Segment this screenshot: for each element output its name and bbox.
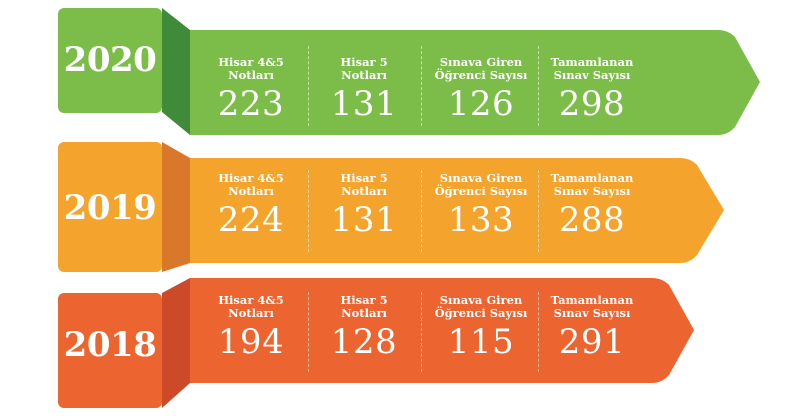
divider (421, 46, 422, 126)
row-2020: 2020 Hisar 4&5 Notları 223 Hisar 5 Notla… (0, 0, 800, 135)
year-label: 2018 (63, 325, 157, 365)
stat-label: Hisar 4&5 Notları (218, 55, 284, 82)
stat-value: 126 (447, 84, 515, 124)
stat-value: 115 (447, 322, 515, 362)
divider (538, 46, 539, 126)
divider (538, 170, 539, 252)
divider (421, 292, 422, 372)
stat-label: Sınava Giren Öğrenci Sayısı (434, 171, 528, 198)
stat-label: Hisar 5 Notları (340, 55, 388, 82)
stat-tamamlanan: Tamamlanan Sınav Sayısı 298 (536, 55, 648, 124)
stat-giren: Sınava Giren Öğrenci Sayısı 133 (425, 171, 537, 240)
stat-label: Tamamlanan Sınav Sayısı (550, 171, 634, 198)
stat-label: Hisar 4&5 Notları (218, 171, 284, 198)
divider (538, 292, 539, 372)
stat-tamamlanan: Tamamlanan Sınav Sayısı 291 (536, 293, 648, 362)
year-label: 2020 (63, 40, 157, 80)
stat-giren: Sınava Giren Öğrenci Sayısı 126 (425, 55, 537, 124)
stat-value: 223 (217, 84, 285, 124)
stat-label: Hisar 5 Notları (340, 171, 388, 198)
divider (308, 46, 309, 126)
stat-hisar5: Hisar 5 Notları 131 (308, 55, 420, 124)
stat-giren: Sınava Giren Öğrenci Sayısı 115 (425, 293, 537, 362)
stat-label: Sınava Giren Öğrenci Sayısı (434, 55, 528, 82)
stat-value: 131 (330, 200, 398, 240)
arrow-banner-green (58, 8, 760, 135)
stat-hisar5: Hisar 5 Notları 131 (308, 171, 420, 240)
stat-hisar45: Hisar 4&5 Notları 194 (195, 293, 307, 362)
stat-label: Sınava Giren Öğrenci Sayısı (434, 293, 528, 320)
stat-hisar45: Hisar 4&5 Notları 223 (195, 55, 307, 124)
stat-hisar45: Hisar 4&5 Notları 224 (195, 171, 307, 240)
stat-value: 131 (330, 84, 398, 124)
year-label: 2019 (63, 188, 157, 228)
stat-hisar5: Hisar 5 Notları 128 (308, 293, 420, 362)
stat-tamamlanan: Tamamlanan Sınav Sayısı 288 (536, 171, 648, 240)
divider (308, 170, 309, 252)
stat-value: 133 (447, 200, 515, 240)
stat-label: Hisar 4&5 Notları (218, 293, 284, 320)
stat-value: 224 (217, 200, 285, 240)
stat-label: Hisar 5 Notları (340, 293, 388, 320)
stat-value: 288 (558, 200, 626, 240)
divider (308, 292, 309, 372)
arrow-banner-orange (58, 142, 724, 272)
stat-label: Tamamlanan Sınav Sayısı (550, 55, 634, 82)
stat-value: 291 (558, 322, 626, 362)
divider (421, 170, 422, 252)
stat-label: Tamamlanan Sınav Sayısı (550, 293, 634, 320)
row-2019: 2019 Hisar 4&5 Notları 224 Hisar 5 Notla… (0, 0, 800, 272)
stat-value: 298 (558, 84, 626, 124)
stat-value: 128 (330, 322, 398, 362)
stat-value: 194 (217, 322, 285, 362)
